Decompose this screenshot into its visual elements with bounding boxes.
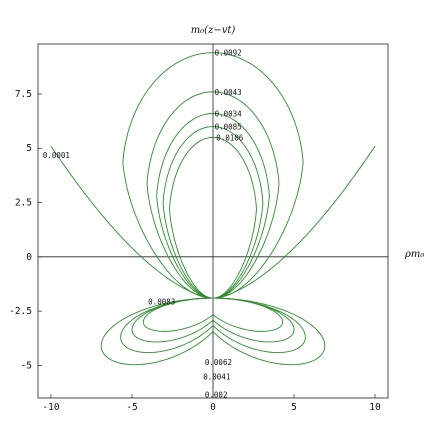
contour-line [120,297,306,354]
contour-label: 0.0001 [43,151,70,160]
x-tick-label: 0 [210,402,216,413]
x-tick-label: -5 [126,402,137,413]
contour-label: 0.0041 [203,372,230,381]
x-tick-label: -10 [42,402,59,413]
contour-label: 0.0092 [215,49,242,58]
y-axis-title: m₀(z−vt) [191,25,236,36]
contour-label: 0.0043 [215,88,242,97]
y-tick-label: 7.5 [15,89,32,100]
contour-line [162,126,264,299]
contour-line [156,113,270,299]
y-tick-label: -5 [21,360,32,371]
tick-labels: -10 -5 0 5 10 -5 -2.5 0 2.5 5 7.5 [9,89,381,413]
x-tick-label: 5 [291,402,297,413]
contour-lines [50,52,376,366]
contour-label: 0.0106 [216,133,244,142]
y-tick-label: 5 [26,143,32,154]
contour-label: 0.0085 [215,123,242,132]
contour-line [100,297,326,366]
y-tick-label: -2.5 [9,306,32,317]
contour-label: 0.0083 [148,297,175,306]
contour-line [142,297,284,332]
y-tick-label: 2.5 [15,198,32,209]
contour-line [169,136,257,299]
contour-line [131,297,295,343]
y-tick-label: 0 [26,252,32,263]
contour-label: 0.002 [205,391,228,400]
contour-label: 0.0062 [205,358,232,367]
x-tick-label: 10 [369,402,381,413]
x-axis-title: ρm₀ [404,249,424,260]
contour-line [146,91,280,299]
contour-line [122,52,304,299]
contour-label: 0.0034 [215,109,243,118]
